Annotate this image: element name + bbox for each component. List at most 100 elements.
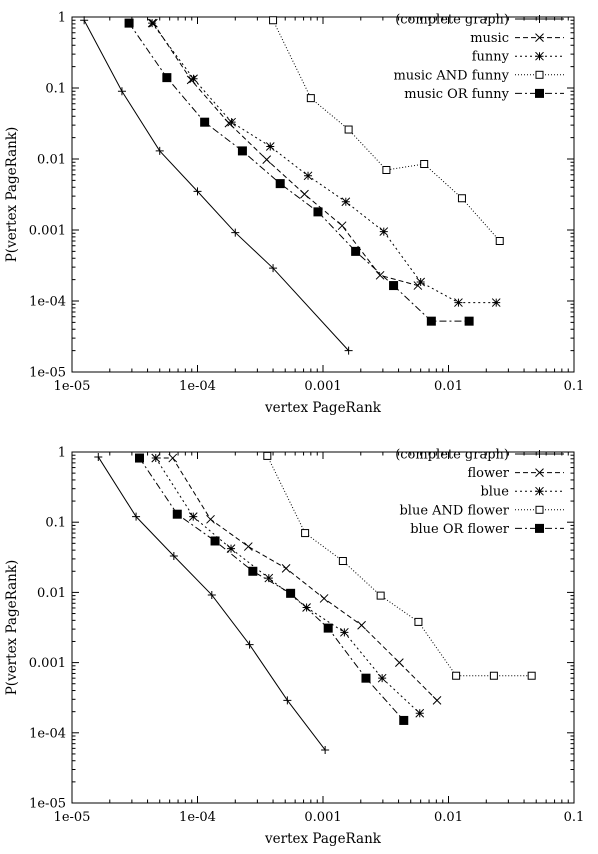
data-point (200, 117, 210, 127)
y-tick-label: 0.001 (29, 224, 66, 239)
data-point (243, 542, 253, 551)
data-point (162, 73, 172, 83)
data-point (375, 270, 385, 280)
data-point (414, 617, 423, 626)
y-tick-label: 0.1 (45, 516, 66, 531)
legend-label: music (470, 31, 509, 46)
series-line (151, 22, 497, 304)
data-point (341, 197, 351, 207)
legend-label: (complete graph) (395, 448, 509, 463)
data-point (155, 146, 164, 155)
data-point (382, 165, 391, 174)
legend-marker (535, 88, 544, 98)
series-2 (151, 453, 442, 705)
x-axis-title: vertex PageRank (264, 831, 382, 847)
y-tick-label: 1e-04 (29, 295, 66, 310)
data-point (264, 573, 274, 583)
data-point (147, 18, 157, 28)
data-point (301, 529, 310, 538)
data-point (527, 671, 536, 680)
y-axis-title: P(vertex PageRank) (4, 560, 20, 696)
x-axis-title: vertex PageRank (264, 400, 382, 416)
series-1 (80, 16, 353, 355)
data-point (357, 620, 366, 630)
series-3 (151, 453, 425, 718)
data-point (134, 453, 144, 463)
legend-label: flower (467, 466, 509, 481)
data-point (319, 594, 329, 603)
x-tick-label: 0.001 (304, 810, 341, 825)
data-point (337, 221, 347, 231)
series-line (272, 20, 501, 242)
data-point (495, 236, 504, 245)
data-point (172, 509, 182, 519)
legend-label: music AND funny (393, 68, 509, 83)
x-tick-label: 0.1 (564, 810, 585, 825)
data-point (338, 557, 347, 566)
data-point (269, 16, 278, 25)
series-line (83, 20, 349, 351)
data-point (300, 189, 309, 199)
y-tick-label: 1 (58, 446, 66, 461)
data-point (454, 298, 463, 307)
data-point (489, 671, 498, 680)
x-tick-label: 0.001 (304, 379, 341, 394)
series-4 (269, 16, 504, 245)
legend-marker (535, 523, 544, 533)
data-point (227, 117, 236, 127)
y-tick-label: 1 (58, 11, 66, 26)
x-tick-label: 1e-05 (54, 379, 91, 394)
series-line (155, 457, 438, 701)
legend-label: (complete graph) (395, 13, 509, 28)
data-point (188, 512, 198, 521)
data-point (286, 588, 296, 598)
chart-panel-1: 1e-05 1e-04 0.001 0.01 0.1 1 1e-05 1e-04 0.001 0.… (4, 11, 584, 417)
series-4 (263, 451, 536, 680)
data-point (464, 316, 474, 326)
data-point (344, 125, 353, 134)
y-tick-label: 0.001 (29, 656, 66, 671)
x-tick-label: 0.01 (434, 379, 463, 394)
y-tick-label: 1e-05 (29, 366, 66, 381)
x-tick-label: 1e-04 (179, 810, 216, 825)
data-point (124, 18, 134, 28)
data-point (415, 708, 425, 718)
data-point (351, 246, 361, 256)
data-point (269, 264, 278, 273)
data-point (193, 187, 202, 196)
y-tick-label: 1e-05 (29, 797, 66, 812)
data-point (248, 566, 258, 576)
data-point (303, 171, 313, 181)
legend-marker (535, 486, 544, 496)
data-point (275, 179, 285, 189)
legend: (complete graph) music funny music AND funn… (393, 13, 564, 102)
data-point (344, 346, 353, 355)
data-point (340, 627, 349, 637)
data-point (206, 514, 215, 524)
data-point (231, 228, 240, 237)
data-point (151, 453, 161, 463)
data-point (168, 453, 178, 463)
legend-marker (535, 70, 544, 79)
data-point (399, 715, 409, 725)
legend-label: funny (472, 50, 510, 65)
data-point (210, 536, 220, 546)
series-line (155, 457, 421, 714)
y-axis-title: P(vertex PageRank) (4, 127, 20, 263)
legend-marker (535, 15, 544, 23)
data-point (117, 87, 126, 96)
data-point (313, 207, 323, 217)
x-tick-label: 1e-04 (179, 379, 216, 394)
series-line (152, 22, 418, 287)
legend-marker (535, 33, 544, 42)
data-point (491, 298, 501, 307)
y-tick-label: 0.01 (37, 153, 66, 168)
data-point (245, 640, 254, 649)
data-point (416, 277, 426, 287)
series-line (128, 22, 470, 322)
data-point (361, 673, 371, 683)
data-point (80, 16, 89, 25)
data-point (379, 227, 389, 236)
data-point (457, 194, 466, 203)
data-point (452, 671, 461, 680)
